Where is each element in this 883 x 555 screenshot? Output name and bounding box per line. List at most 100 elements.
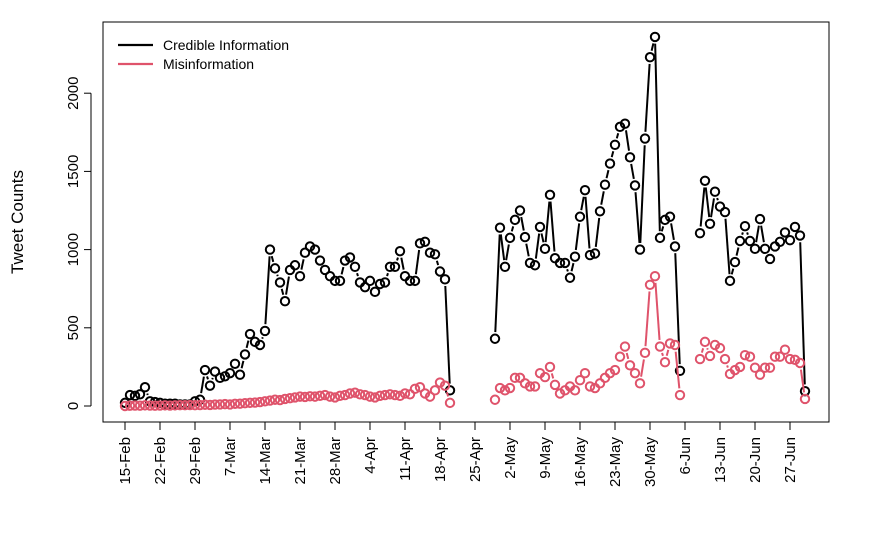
data-point [369,286,381,298]
data-point [554,257,566,269]
data-point [259,325,271,337]
series-line-segment [674,351,681,389]
data-point [624,152,636,163]
data-point [294,391,306,402]
data-point [124,389,136,401]
data-point [519,231,531,243]
data-point [579,367,591,379]
data-point [524,381,536,392]
data-point [524,257,536,269]
series-line-segment [240,360,245,369]
data-point [704,218,716,229]
data-point [749,362,761,373]
data-point [544,361,556,373]
series-line-segment [610,151,615,158]
data-point [499,261,511,273]
data-point [264,244,276,255]
data-point [314,390,326,402]
data-point [204,380,216,391]
series-line-segment [665,349,670,356]
x-tick-label: 18-Apr [432,437,449,482]
data-point [714,342,726,354]
data-point [329,392,341,403]
data-point [204,399,216,411]
data-point [274,277,286,288]
data-point [639,347,651,359]
data-point [424,391,436,402]
series-line-segment [505,244,510,261]
series-line-segment [710,198,715,218]
series-line-segment [146,393,149,396]
series-line-segment [654,282,661,340]
data-point [199,364,211,376]
data-point [159,400,171,411]
data-point [394,245,406,257]
data-point [544,189,556,201]
data-point [794,230,806,241]
data-point [319,264,331,276]
data-point [584,249,596,261]
series-line-segment [206,376,209,380]
data-point [149,400,161,411]
data-point [374,390,386,402]
x-tick-label: 22-Feb [152,437,169,485]
series-line-segment [700,348,705,353]
data-point [284,392,296,404]
data-point [414,238,426,249]
series-line-segment [386,272,389,277]
data-point [584,381,596,392]
data-point [529,260,541,271]
series-line-segment [544,201,551,243]
data-point [394,390,406,402]
x-tick-label: 7-Mar [222,437,239,476]
x-tick-label: 2-May [502,437,519,479]
data-point [504,232,516,244]
data-point [794,357,806,369]
data-point [244,328,256,340]
data-point [274,394,286,406]
series-line-segment [760,225,765,243]
data-point [364,275,376,287]
data-point [404,275,416,287]
data-point [434,266,446,277]
data-point [704,350,716,362]
series-line-segment [625,352,630,360]
x-tick-label: 14-Mar [257,437,274,485]
y-axis-label: Tweet Counts [8,170,27,274]
data-point [134,400,146,411]
y-tick-label: 2000 [65,77,82,110]
data-point [254,396,266,408]
data-point [259,396,271,407]
data-point [209,399,221,410]
series-line-segment [550,373,555,379]
data-point [379,277,391,288]
data-point [344,252,356,263]
data-point [229,358,241,369]
series-line-segment [716,197,719,201]
data-point [129,400,141,411]
data-point [364,391,376,402]
data-point [374,278,386,290]
data-point [154,400,166,411]
data-point [674,389,686,401]
data-point [239,349,251,360]
data-point [194,399,206,411]
data-point [399,388,411,399]
series-line-segment [494,234,501,333]
data-point [174,400,186,411]
data-point [124,400,136,411]
y-axis: 0 500 1000 1500 2000 [65,77,92,410]
data-point [574,211,586,222]
x-tick-label: 27-Jun [782,437,799,483]
data-point [774,236,786,247]
data-point [389,261,401,273]
data-point [509,372,521,384]
series-line-segment [356,272,359,277]
data-point [334,275,346,287]
data-point [779,344,791,355]
data-point [564,272,576,283]
data-point [649,270,661,282]
data-point [409,275,421,287]
data-point [209,366,221,377]
data-point [224,399,236,410]
